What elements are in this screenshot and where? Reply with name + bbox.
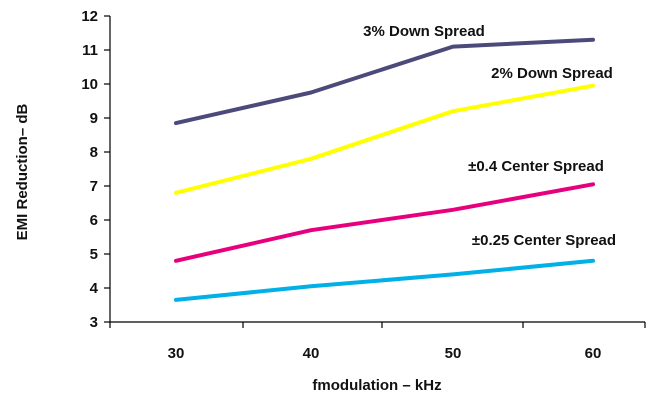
series-label: ±0.25 Center Spread <box>472 232 616 249</box>
x-tick-label: 50 <box>445 345 462 362</box>
series-label: ±0.4 Center Spread <box>468 158 604 175</box>
y-tick-label: 7 <box>90 178 98 195</box>
x-tick-label: 30 <box>168 345 185 362</box>
y-tick-label: 4 <box>90 280 99 297</box>
y-tick-label: 10 <box>81 76 98 93</box>
y-tick-label: 12 <box>81 8 98 25</box>
series-line <box>174 37 595 126</box>
series-lines <box>174 37 595 302</box>
y-tick-label: 5 <box>90 246 98 263</box>
axes <box>104 15 646 328</box>
series-label: 3% Down Spread <box>363 23 485 40</box>
y-axis-title: EMI Reduction– dB <box>14 103 31 240</box>
series-labels: 3% Down Spread 2% Down Spread ±0.4 Center … <box>363 23 616 249</box>
series-label: 2% Down Spread <box>491 65 613 82</box>
y-tick-label: 3 <box>90 314 98 331</box>
series-line <box>174 182 595 263</box>
y-tick-label: 9 <box>90 110 98 127</box>
y-tick-label: 6 <box>90 212 98 229</box>
series-line <box>174 83 595 195</box>
x-tick-label: 40 <box>303 345 320 362</box>
tick-labels: 3 4 5 6 7 8 9 10 11 12 30 40 50 60 <box>81 8 601 362</box>
x-tick-label: 60 <box>585 345 602 362</box>
x-axis-title: fmodulation – kHz <box>312 377 441 394</box>
series-line <box>174 258 595 302</box>
y-tick-label: 11 <box>82 42 98 59</box>
y-tick-label: 8 <box>90 144 98 161</box>
